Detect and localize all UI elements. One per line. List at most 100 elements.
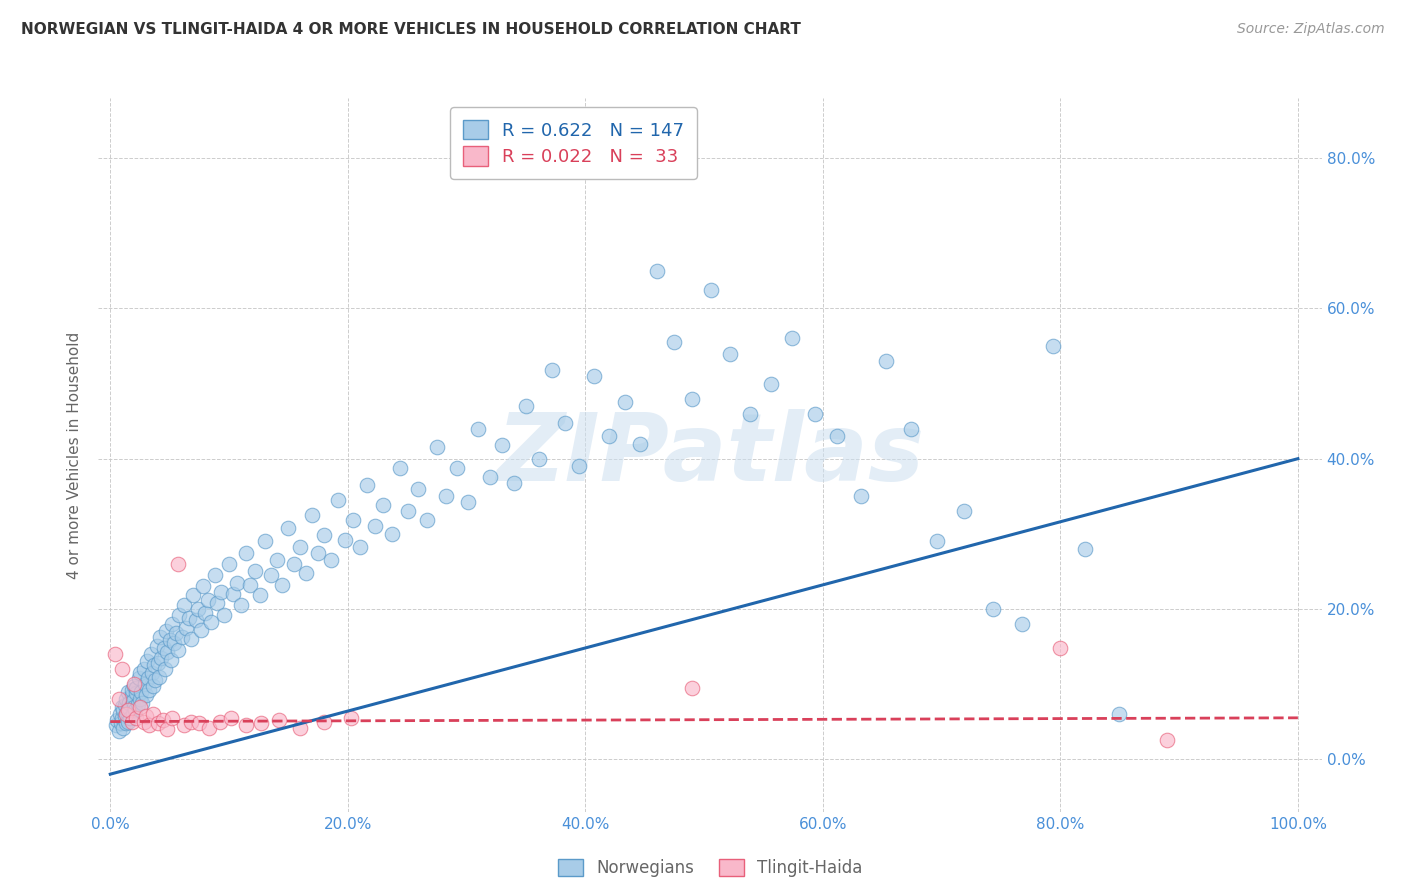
Point — [700, 283, 723, 297]
Point — [104, 647, 127, 661]
Point — [239, 578, 262, 592]
Point — [124, 703, 146, 717]
Point — [131, 696, 153, 710]
Point — [416, 513, 439, 527]
Point — [554, 416, 576, 430]
Point — [118, 696, 141, 710]
Point — [250, 716, 273, 731]
Point — [613, 395, 636, 409]
Point — [125, 681, 148, 695]
Point — [235, 718, 257, 732]
Point — [111, 711, 134, 725]
Point — [221, 711, 243, 725]
Point — [117, 714, 139, 729]
Point — [825, 429, 848, 443]
Point — [312, 528, 335, 542]
Point — [349, 541, 371, 555]
Point — [209, 585, 232, 599]
Point — [446, 460, 468, 475]
Point — [121, 714, 143, 729]
Point — [156, 645, 179, 659]
Point — [1049, 640, 1071, 655]
Point — [132, 714, 155, 729]
Point — [491, 438, 513, 452]
Point — [114, 692, 136, 706]
Point — [122, 677, 145, 691]
Point — [107, 723, 129, 738]
Point — [127, 698, 149, 712]
Point — [135, 688, 157, 702]
Point — [115, 705, 138, 719]
Point — [165, 626, 187, 640]
Point — [160, 616, 183, 631]
Point — [152, 713, 174, 727]
Point — [235, 545, 257, 559]
Point — [105, 718, 128, 732]
Point — [129, 699, 152, 714]
Point — [160, 653, 183, 667]
Text: ZIPatlas: ZIPatlas — [496, 409, 924, 501]
Point — [107, 713, 129, 727]
Point — [145, 640, 167, 654]
Point — [221, 587, 243, 601]
Point — [156, 722, 179, 736]
Point — [205, 596, 228, 610]
Point — [138, 683, 160, 698]
Point — [152, 640, 174, 655]
Point — [467, 422, 489, 436]
Point — [1042, 339, 1064, 353]
Point — [155, 624, 177, 639]
Point — [664, 335, 686, 350]
Point — [122, 699, 145, 714]
Point — [290, 541, 312, 555]
Point — [312, 714, 335, 729]
Point — [122, 679, 145, 693]
Y-axis label: 4 or more Vehicles in Household: 4 or more Vehicles in Household — [67, 331, 83, 579]
Point — [568, 459, 591, 474]
Point — [114, 716, 136, 731]
Point — [259, 568, 281, 582]
Point — [150, 650, 173, 665]
Point — [200, 615, 222, 630]
Point — [541, 363, 564, 377]
Text: NORWEGIAN VS TLINGIT-HAIDA 4 OR MORE VEHICLES IN HOUSEHOLD CORRELATION CHART: NORWEGIAN VS TLINGIT-HAIDA 4 OR MORE VEH… — [21, 22, 801, 37]
Point — [180, 714, 202, 729]
Point — [875, 354, 897, 368]
Point — [121, 688, 143, 702]
Point — [153, 662, 176, 676]
Point — [183, 588, 205, 602]
Point — [342, 513, 364, 527]
Point — [148, 669, 170, 683]
Point — [121, 683, 143, 698]
Point — [142, 679, 165, 693]
Point — [515, 399, 537, 413]
Point — [396, 504, 419, 518]
Point — [118, 701, 141, 715]
Point — [117, 684, 139, 698]
Point — [335, 533, 357, 547]
Point — [295, 566, 318, 580]
Point — [925, 534, 948, 549]
Point — [271, 578, 294, 592]
Point — [381, 526, 404, 541]
Point — [177, 611, 200, 625]
Point — [1108, 707, 1130, 722]
Point — [194, 606, 217, 620]
Point — [111, 662, 134, 676]
Point — [582, 369, 605, 384]
Point — [112, 721, 135, 735]
Point — [457, 495, 479, 509]
Point — [283, 557, 305, 571]
Point — [180, 632, 202, 646]
Point — [134, 677, 156, 691]
Point — [628, 436, 651, 450]
Point — [138, 718, 160, 732]
Point — [197, 593, 219, 607]
Point — [107, 692, 129, 706]
Point — [218, 557, 240, 571]
Point — [426, 441, 449, 455]
Point — [135, 708, 157, 723]
Point — [301, 508, 323, 522]
Point — [170, 631, 193, 645]
Point — [143, 658, 166, 673]
